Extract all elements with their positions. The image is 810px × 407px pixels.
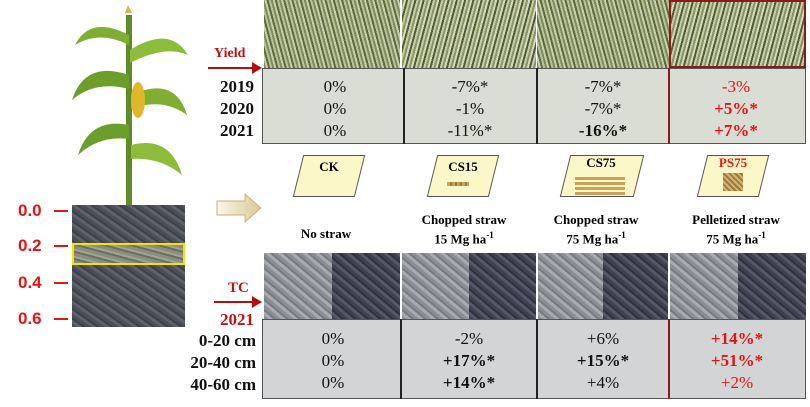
tc-table bbox=[262, 319, 806, 399]
tc-cs15-40-60: +14%* bbox=[442, 373, 496, 392]
depth-tick-0 bbox=[54, 210, 68, 212]
soil-photo-cs75-a bbox=[538, 253, 603, 319]
tc-ck-40-60: 0% bbox=[321, 373, 345, 392]
maize-plant-illustration bbox=[72, 5, 188, 205]
yield-arrow-line bbox=[208, 67, 254, 69]
yield-cs75-2020: -7%* bbox=[584, 99, 622, 118]
yield-ps75-2020: +5%* bbox=[714, 99, 758, 118]
yield-divider-1 bbox=[403, 68, 405, 144]
chopped-straw-small-icon bbox=[447, 182, 469, 186]
treatment-desc-cs75-line2: 75 Mg ha-1 bbox=[566, 230, 626, 247]
year-2020: 2020 bbox=[220, 99, 254, 118]
tc-divider-3 bbox=[668, 319, 670, 399]
straw-layer-highlight bbox=[72, 243, 185, 265]
tc-year: 2021 bbox=[220, 310, 254, 329]
soil-photo-cs15-b bbox=[469, 253, 536, 319]
tc-ck-0-20: 0% bbox=[321, 329, 345, 348]
field-photo-ps75 bbox=[669, 0, 806, 68]
pellet-straw-icon bbox=[723, 173, 743, 191]
treatment-desc-cs15-line2: 15 Mg ha-1 bbox=[434, 230, 494, 247]
depth-label-2: 0.4 bbox=[18, 273, 42, 292]
yield-cs15-2021: -11%* bbox=[447, 121, 493, 140]
soil-profile-image bbox=[72, 205, 185, 327]
soil-photo-cs15-a bbox=[402, 253, 469, 319]
yield-table bbox=[262, 68, 806, 144]
tc-arrow-head-icon bbox=[252, 296, 262, 308]
tc-ps75-40-60: +2% bbox=[720, 373, 754, 392]
yield-ck-2019: 0% bbox=[323, 77, 347, 96]
yield-arrow-head-icon bbox=[252, 62, 262, 74]
yield-cs15-2020: -1% bbox=[455, 99, 485, 118]
right-arrow-icon bbox=[216, 193, 262, 223]
soil-photo-ck-a bbox=[264, 253, 332, 319]
depth-tick-2 bbox=[54, 282, 68, 284]
year-2021: 2021 bbox=[220, 121, 254, 140]
soil-photo-cs75-b bbox=[603, 253, 668, 319]
yield-cs15-2019: -7%* bbox=[451, 77, 489, 96]
depth-40-60: 40-60 cm bbox=[190, 375, 256, 394]
treatment-desc-cs75-line1: Chopped straw bbox=[553, 212, 639, 227]
yield-ck-2020: 0% bbox=[323, 99, 347, 118]
yield-cs75-2021: -16%* bbox=[578, 121, 628, 140]
tc-cs15-20-40: +17%* bbox=[442, 351, 496, 370]
tc-divider-2 bbox=[536, 319, 538, 399]
yield-divider-3 bbox=[668, 68, 670, 144]
tc-cs75-40-60: +4% bbox=[586, 373, 620, 392]
depth-20-40: 20-40 cm bbox=[190, 353, 256, 372]
depth-0-20: 0-20 cm bbox=[198, 331, 256, 350]
yield-ps75-2021: +7%* bbox=[714, 121, 758, 140]
tc-divider-1 bbox=[400, 319, 402, 399]
soil-photo-ps75-b bbox=[738, 253, 806, 319]
field-photo-ck bbox=[264, 0, 400, 68]
treatment-desc-ps75-line2: 75 Mg ha-1 bbox=[706, 230, 766, 247]
treatment-desc-ps75-line1: Pelletized straw bbox=[692, 212, 780, 227]
treatment-code-ck: CK bbox=[319, 159, 339, 174]
tc-ps75-0-20: +14%* bbox=[710, 329, 764, 348]
yield-ps75-2019: -3% bbox=[721, 77, 751, 96]
chopped-straw-large-icon bbox=[575, 175, 625, 195]
depth-tick-3 bbox=[54, 318, 68, 320]
treatment-desc-cs15-line1: Chopped straw bbox=[421, 212, 507, 227]
treatment-code-ps75: PS75 bbox=[718, 155, 748, 170]
tc-ck-20-40: 0% bbox=[321, 351, 345, 370]
yield-label: Yield bbox=[214, 46, 246, 61]
tc-label: TC bbox=[228, 280, 249, 296]
depth-label-1: 0.2 bbox=[18, 236, 42, 255]
tc-cs75-20-40: +15%* bbox=[576, 351, 630, 370]
depth-label-0: 0.0 bbox=[18, 201, 42, 220]
tc-arrow-line bbox=[214, 301, 254, 303]
tc-ps75-20-40: +51%* bbox=[710, 351, 764, 370]
soil-photo-ck-b bbox=[332, 253, 400, 319]
depth-label-3: 0.6 bbox=[18, 309, 42, 328]
yield-cs75-2019: -7%* bbox=[584, 77, 622, 96]
depth-tick-1 bbox=[54, 245, 68, 247]
yield-divider-2 bbox=[536, 68, 538, 144]
field-photo-cs75 bbox=[537, 0, 669, 68]
treatment-desc-ck: No straw bbox=[300, 226, 352, 241]
year-2019: 2019 bbox=[220, 77, 254, 96]
treatment-code-cs75: CS75 bbox=[586, 155, 616, 170]
treatment-code-cs15: CS15 bbox=[448, 159, 478, 174]
soil-photo-ps75-a bbox=[670, 253, 738, 319]
field-photo-cs15 bbox=[402, 0, 536, 68]
yield-ck-2021: 0% bbox=[323, 121, 347, 140]
tc-cs75-0-20: +6% bbox=[586, 329, 620, 348]
tc-cs15-0-20: -2% bbox=[454, 329, 484, 348]
